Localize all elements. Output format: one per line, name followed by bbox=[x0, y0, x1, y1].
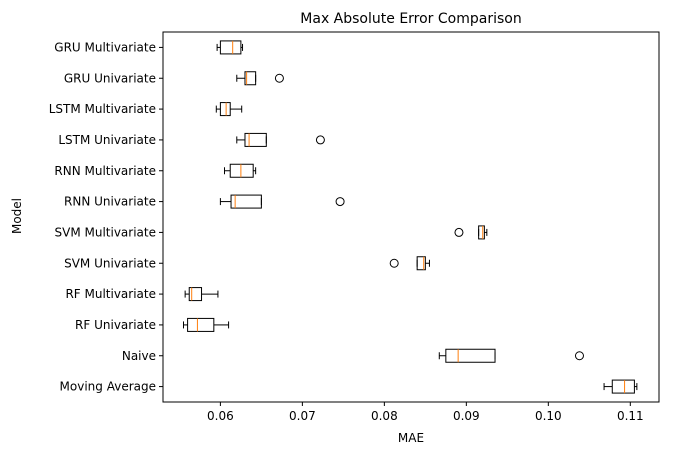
x-tick-label: 0.07 bbox=[289, 409, 316, 423]
y-tick-label: GRU Univariate bbox=[64, 71, 156, 85]
y-tick-label: SVM Multivariate bbox=[55, 225, 157, 239]
y-tick-label: RNN Multivariate bbox=[54, 164, 156, 178]
outlier-point bbox=[454, 227, 464, 237]
y-tick-label: Naive bbox=[122, 349, 156, 363]
iqr-box bbox=[611, 379, 635, 394]
y-tick-label: Moving Average bbox=[60, 380, 156, 394]
iqr-box bbox=[445, 348, 496, 363]
y-tick-label: RNN Univariate bbox=[64, 195, 156, 209]
y-tick-label: LSTM Multivariate bbox=[49, 102, 156, 116]
x-tick-label: 0.09 bbox=[453, 409, 480, 423]
x-axis-label: MAE bbox=[398, 431, 424, 445]
x-tick-label: 0.10 bbox=[535, 409, 562, 423]
x-tick-label: 0.06 bbox=[207, 409, 234, 423]
iqr-box bbox=[244, 71, 257, 86]
chart-marks: 0.06 0.07 0.08 0.09 0.10 0.11 GRU Multivariate… bbox=[49, 40, 644, 423]
iqr-box bbox=[229, 163, 254, 178]
iqr-box bbox=[244, 132, 267, 147]
y-tick-label: LSTM Univariate bbox=[58, 133, 156, 147]
iqr-box bbox=[188, 287, 203, 302]
y-tick-label: RF Multivariate bbox=[65, 287, 156, 301]
y-tick-label: SVM Univariate bbox=[64, 256, 156, 270]
iqr-box bbox=[230, 194, 262, 209]
iqr-box bbox=[478, 225, 485, 240]
y-tick-label: RF Univariate bbox=[75, 318, 156, 332]
iqr-box bbox=[187, 317, 215, 332]
chart-title: Max Absolute Error Comparison bbox=[300, 11, 521, 27]
outlier-point bbox=[335, 197, 345, 207]
y-axis-label: Model bbox=[10, 198, 24, 234]
iqr-box bbox=[219, 40, 242, 55]
y-tick-label: GRU Multivariate bbox=[54, 40, 156, 54]
x-tick-label: 0.08 bbox=[371, 409, 398, 423]
iqr-box bbox=[416, 256, 426, 271]
plot-area-frame bbox=[162, 31, 660, 403]
outlier-point bbox=[389, 258, 399, 268]
outlier-point bbox=[574, 351, 584, 361]
x-tick-label: 0.11 bbox=[617, 409, 644, 423]
outlier-point bbox=[315, 135, 325, 145]
outlier-point bbox=[274, 73, 284, 83]
iqr-box bbox=[219, 102, 231, 117]
